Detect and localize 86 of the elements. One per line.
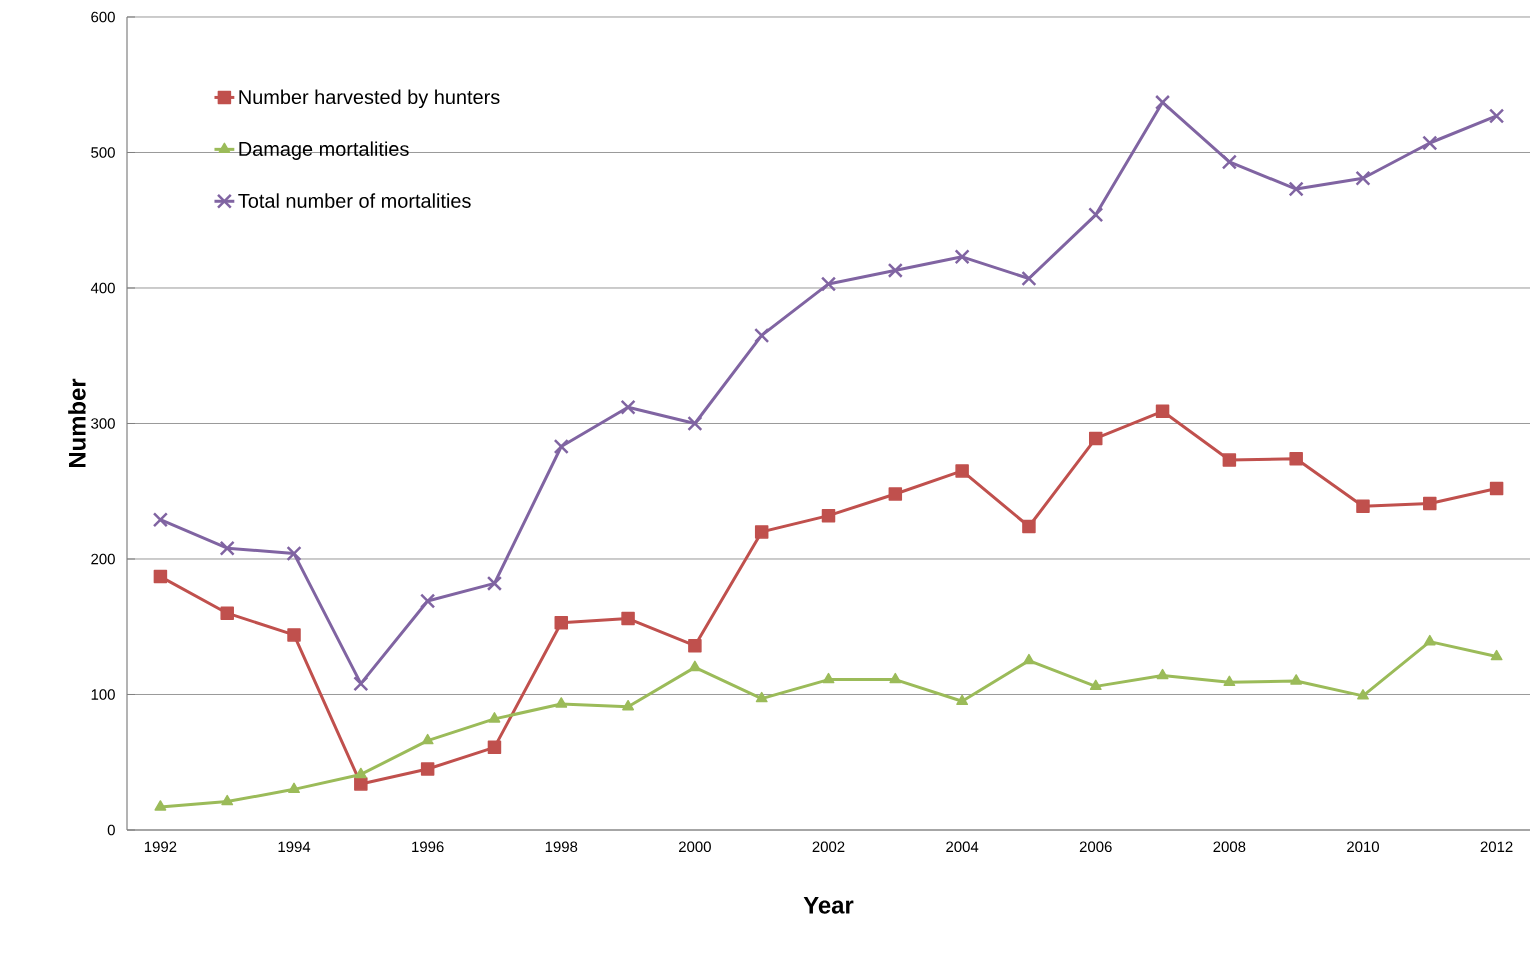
y-axis-title: Number [68,378,86,468]
point [1088,431,1103,446]
point [956,694,969,706]
point [420,593,436,609]
point [1156,668,1169,680]
point [1155,404,1170,419]
point [553,438,569,455]
point [622,699,635,711]
point [621,611,635,626]
y-tick-label: 0 [107,824,115,836]
point [487,740,502,755]
y-tick-label: 500 [91,147,115,158]
x-tick-label: 2002 [812,841,845,853]
point [1356,499,1370,513]
point [1288,181,1304,197]
point [287,628,301,642]
point [152,512,169,528]
x-tick-label: 2000 [679,841,711,853]
point [354,777,368,791]
y-tick-label: 200 [91,553,115,565]
point [421,733,434,745]
x-axis-title: Year [803,896,854,914]
point [486,575,503,591]
x-tick-label: 2004 [946,841,979,853]
point [1357,689,1369,700]
point [820,276,837,292]
point [219,540,235,556]
point [1223,675,1236,687]
y-tick-label: 400 [90,282,115,294]
point [754,525,769,539]
point [754,327,770,344]
point [1088,207,1104,223]
point [1490,649,1503,661]
point [889,672,902,684]
point [821,508,836,523]
legend-label: Number harvested by hunters [239,89,500,109]
x-tick-label: 2010 [1347,841,1379,853]
point [888,487,903,501]
point [153,569,168,584]
point [420,762,435,776]
point [1423,496,1437,511]
point [220,606,234,620]
point [1022,519,1036,534]
y-tick-label: 600 [91,11,115,23]
point [755,691,768,703]
point [1221,154,1237,170]
point [221,794,234,806]
x-tick-label: 2012 [1480,841,1513,853]
point [1089,679,1102,691]
y-tick-label: 300 [91,418,115,429]
point [1422,135,1438,151]
point [1022,653,1035,665]
point [1222,453,1237,467]
x-tick-label: 1994 [278,841,311,853]
point [488,712,501,723]
x-tick-label: 1996 [412,841,444,853]
point [688,638,702,653]
legend-label: Damage mortalities [239,141,409,160]
point [687,415,703,432]
point [954,249,970,265]
point [1489,481,1504,496]
point [688,660,701,672]
point [887,262,903,278]
point [354,767,367,779]
point [1488,108,1505,124]
x-tick-label: 1992 [144,841,177,853]
x-tick-label: 2008 [1213,841,1246,853]
y-tick-label: 100 [91,689,115,700]
x-tick-label: 1998 [545,841,578,853]
point [822,672,835,684]
point [154,800,167,811]
point [1289,451,1303,466]
point [286,545,302,562]
x-tick-label: 2006 [1079,841,1112,853]
point [554,615,569,630]
point [1290,674,1303,685]
point [1021,270,1037,287]
point [353,676,369,692]
point [288,782,300,794]
legend-label: Total number of mortalities [238,193,471,208]
point [555,697,568,708]
point [620,399,636,415]
point [955,464,969,478]
point [1154,94,1171,110]
point [1355,170,1371,186]
point [1423,634,1436,646]
